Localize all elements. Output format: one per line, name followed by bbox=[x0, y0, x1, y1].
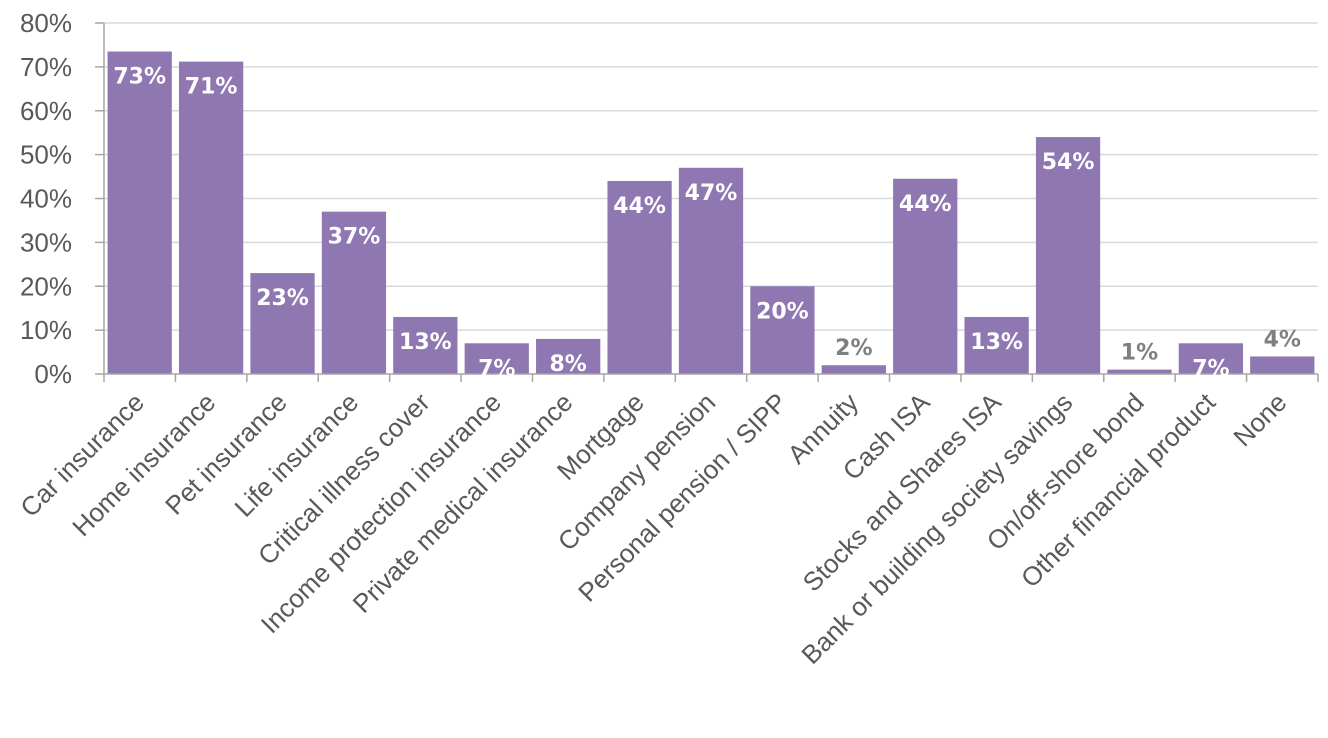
x-tick-label: Life insurance bbox=[228, 387, 364, 523]
data-label: 4% bbox=[1264, 327, 1301, 352]
data-label: 73% bbox=[113, 65, 166, 90]
data-label: 2% bbox=[835, 336, 872, 361]
data-label: 44% bbox=[899, 192, 952, 217]
bar bbox=[821, 365, 886, 374]
bar bbox=[464, 343, 529, 374]
bars bbox=[107, 51, 1315, 375]
y-tick-label: 0% bbox=[34, 359, 72, 389]
bar bbox=[1178, 343, 1244, 374]
data-label: 8% bbox=[549, 352, 586, 377]
bar bbox=[250, 273, 315, 374]
data-label: 13% bbox=[399, 330, 452, 355]
y-tick-label: 30% bbox=[20, 227, 72, 257]
data-label: 54% bbox=[1042, 150, 1095, 175]
x-tick-label: None bbox=[1227, 387, 1292, 452]
y-tick-label: 10% bbox=[20, 315, 72, 345]
y-tick-label: 50% bbox=[20, 140, 72, 170]
bar bbox=[893, 178, 958, 374]
bar bbox=[678, 167, 744, 374]
x-tick-label: Car insurance bbox=[14, 387, 150, 523]
x-axis bbox=[95, 22, 1319, 382]
data-label: 7% bbox=[1192, 356, 1229, 381]
data-label: 20% bbox=[756, 299, 809, 324]
data-labels: 73% 71% 23% 37% 13% 7% 8% 44% 47% 20% 2% 44% 13% 54% 1… bbox=[113, 65, 1301, 382]
bar bbox=[536, 338, 601, 374]
data-label: 44% bbox=[613, 194, 666, 219]
y-tick-label: 70% bbox=[20, 52, 72, 82]
bar bbox=[1107, 369, 1172, 374]
data-label: 7% bbox=[478, 356, 515, 381]
bar bbox=[321, 211, 387, 374]
y-tick-label: 40% bbox=[20, 184, 72, 214]
y-tick-label: 60% bbox=[20, 96, 72, 126]
y-tick-label: 20% bbox=[20, 271, 72, 301]
bar bbox=[107, 51, 172, 375]
bar bbox=[1250, 356, 1315, 374]
data-label: 23% bbox=[256, 286, 309, 311]
bar bbox=[178, 61, 244, 375]
data-label: 47% bbox=[685, 181, 738, 206]
y-tick-label: 80% bbox=[20, 8, 72, 38]
bar bbox=[607, 180, 672, 374]
data-label: 71% bbox=[185, 75, 238, 100]
data-label: 1% bbox=[1121, 341, 1158, 366]
bar bbox=[750, 286, 815, 374]
data-label: 13% bbox=[970, 330, 1023, 355]
bar bbox=[1035, 137, 1101, 374]
bar bbox=[393, 316, 458, 374]
data-label: 37% bbox=[328, 225, 381, 250]
y-axis-tick-labels: 0% 10% 20% 30% 40% 50% 60% 70% 80% bbox=[20, 8, 72, 389]
bar bbox=[964, 316, 1029, 374]
